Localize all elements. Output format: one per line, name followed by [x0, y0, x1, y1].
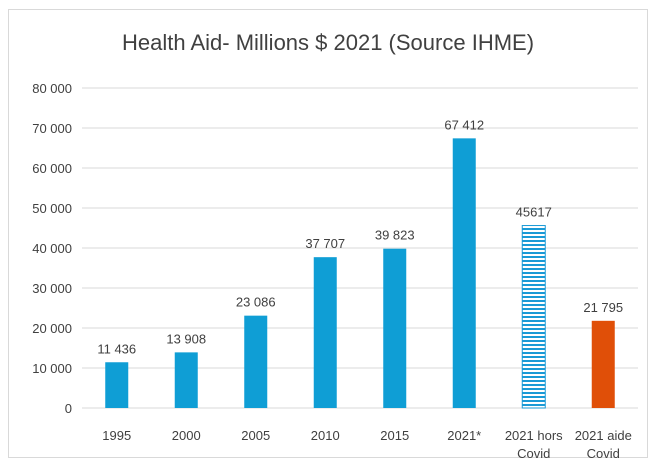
data-label: 37 707	[305, 236, 345, 251]
bar	[105, 362, 129, 408]
y-axis-ticks: 0 10 000 20 000 30 000 40 000 50 000 60 000 70 …	[32, 81, 72, 416]
bar	[383, 248, 407, 408]
bar	[591, 320, 615, 408]
y-tick-label: 20 000	[32, 321, 72, 336]
bar	[521, 225, 546, 409]
y-tick-label: 10 000	[32, 361, 72, 376]
x-tick-label: 2010	[311, 428, 340, 443]
bar	[313, 257, 337, 408]
y-tick-label: 60 000	[32, 161, 72, 176]
x-tick-label: 1995	[102, 428, 131, 443]
y-tick-label: 40 000	[32, 241, 72, 256]
x-axis-ticks: 1995 2000 2005 2010 2015 2021* 2021 hors Covid 2…	[102, 428, 632, 461]
x-tick-label: 2021*	[447, 428, 481, 443]
data-labels: 11 436 13 908 23 086 37 707 39 823 67 412 4561…	[97, 117, 623, 356]
gridlines	[82, 87, 638, 409]
x-tick-label: Covid	[517, 446, 550, 461]
y-tick-label: 80 000	[32, 81, 72, 96]
y-tick-label: 50 000	[32, 201, 72, 216]
data-label: 11 436	[97, 341, 136, 356]
bar	[174, 352, 198, 408]
data-label: 21 795	[583, 300, 623, 315]
data-label: 13 908	[166, 331, 206, 346]
y-tick-label: 70 000	[32, 121, 72, 136]
x-tick-label: 2021 aide	[575, 428, 632, 443]
x-tick-label: 2000	[172, 428, 201, 443]
y-tick-label: 30 000	[32, 281, 72, 296]
x-tick-label: 2005	[241, 428, 270, 443]
chart-title: Health Aid- Millions $ 2021 (Source IHME…	[121, 30, 535, 55]
x-tick-label: 2015	[380, 428, 409, 443]
data-label: 23 086	[236, 295, 276, 310]
bar	[244, 315, 268, 408]
y-tick-label: 0	[65, 401, 72, 416]
x-tick-label: Covid	[587, 446, 620, 461]
data-label: 39 823	[375, 228, 415, 243]
bars	[105, 138, 615, 409]
bar	[452, 138, 476, 409]
data-label: 67 412	[444, 117, 484, 132]
data-label: 45617	[516, 205, 552, 220]
x-tick-label: 2021 hors	[505, 428, 563, 443]
